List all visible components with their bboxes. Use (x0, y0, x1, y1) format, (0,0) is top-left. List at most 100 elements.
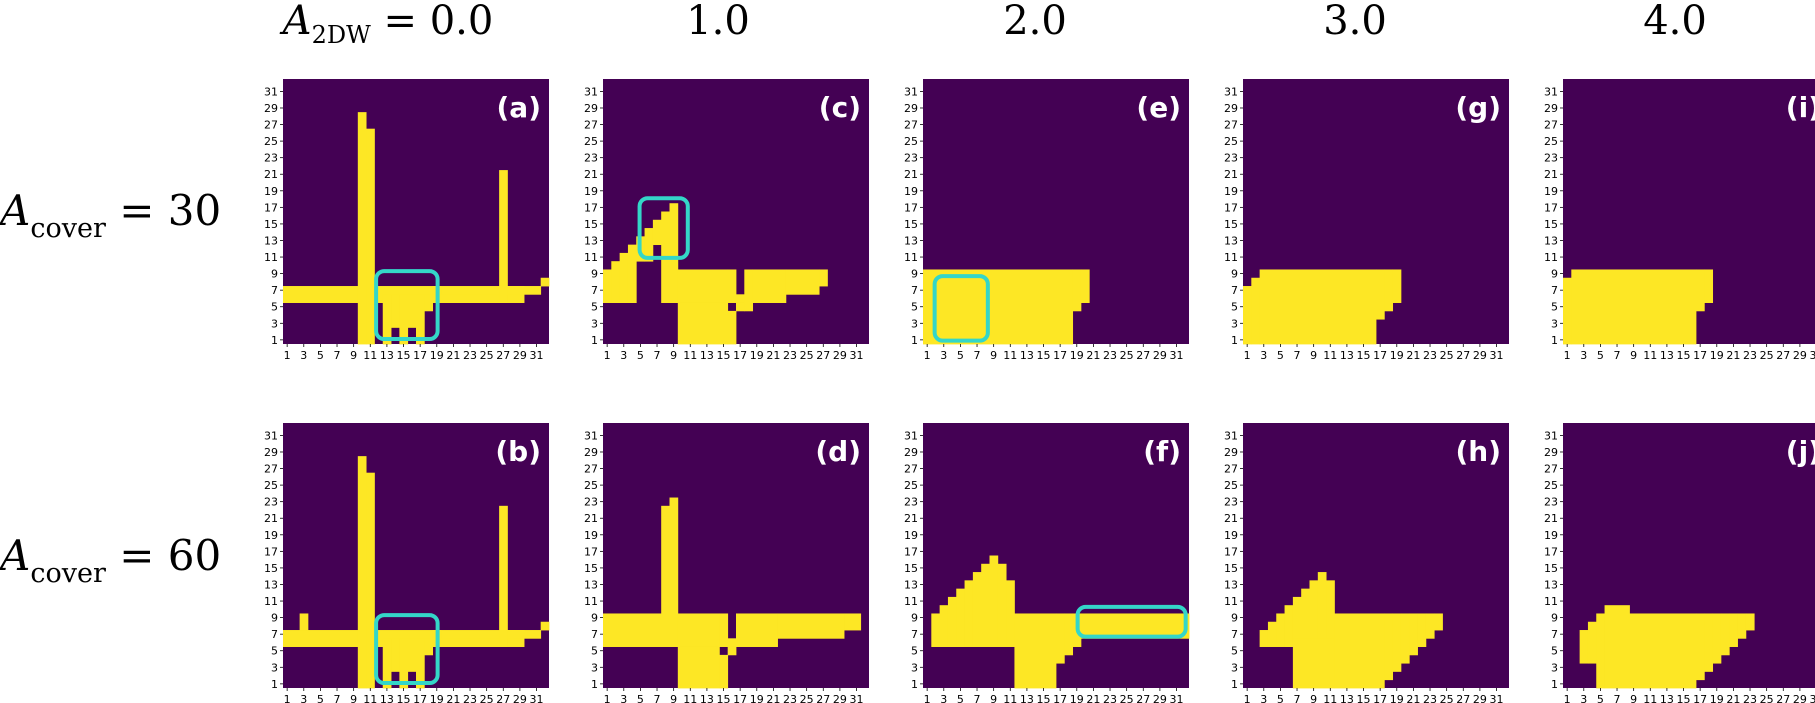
filled-cell-block (819, 269, 828, 287)
y-tick-label: 13 (1224, 234, 1238, 247)
filled-cell-block (540, 621, 550, 631)
x-tick-label: 11 (1323, 349, 1337, 362)
y-tick-label: 27 (904, 463, 918, 476)
filled-cell-block (1563, 277, 1572, 345)
y-tick-label: 15 (1544, 218, 1558, 231)
filled-cell-block (1251, 277, 1261, 345)
row-header-eq: = 30 (106, 186, 221, 235)
x-tick-label: 7 (654, 693, 661, 703)
y-tick-label: 13 (1544, 234, 1558, 247)
x-tick-label: 11 (363, 349, 377, 362)
filled-cell-block (1014, 613, 1057, 689)
y-tick-label: 1 (1231, 678, 1238, 691)
filled-cell-block (416, 638, 425, 689)
filled-cell-block (1292, 596, 1302, 647)
x-tick-label: 1 (284, 693, 291, 703)
y-tick-label: 25 (1224, 479, 1238, 492)
x-tick-label: 15 (1037, 349, 1051, 362)
filled-cell-block (1704, 613, 1714, 672)
x-tick-label: 15 (1357, 693, 1371, 703)
filled-cell-block (777, 613, 845, 639)
y-tick-label: 9 (591, 268, 598, 281)
x-tick-label: 21 (766, 693, 780, 703)
y-tick-label: 17 (1544, 201, 1558, 214)
y-tick-label: 19 (904, 185, 918, 198)
y-tick-label: 3 (591, 317, 598, 330)
filled-cell-block (1720, 613, 1730, 656)
x-tick-label: 15 (397, 693, 411, 703)
x-tick-label: 27 (816, 349, 830, 362)
y-tick-label: 3 (1231, 317, 1238, 330)
y-tick-label: 31 (1544, 85, 1558, 98)
x-tick-label: 7 (974, 693, 981, 703)
filled-cell-block (499, 170, 508, 303)
y-tick-label: 27 (904, 119, 918, 132)
filled-cell-block (719, 613, 729, 647)
y-tick-label: 23 (1544, 496, 1558, 509)
x-tick-label: 11 (1003, 693, 1017, 703)
filled-cell-block (652, 219, 662, 246)
x-tick-label: 15 (1357, 349, 1371, 362)
y-tick-label: 19 (1224, 185, 1238, 198)
y-tick-label: 21 (1224, 168, 1238, 181)
filled-cell-block (972, 572, 982, 647)
x-tick-label: 7 (1614, 349, 1621, 362)
y-tick-label: 13 (584, 234, 598, 247)
y-tick-label: 13 (1544, 578, 1558, 591)
x-tick-label: 29 (1473, 349, 1487, 362)
x-tick-label: 29 (833, 693, 847, 703)
filled-cell-block (1326, 580, 1335, 647)
x-tick-label: 19 (1710, 349, 1724, 362)
x-tick-label: 25 (1120, 693, 1134, 703)
y-tick-label: 31 (584, 85, 598, 98)
filled-cell-block (391, 294, 400, 328)
filled-cell-block (1309, 580, 1319, 647)
panel-label: (j) (1786, 435, 1815, 468)
y-tick-label: 21 (1224, 512, 1238, 525)
x-tick-label: 9 (1630, 693, 1637, 703)
filled-cell-block (1006, 580, 1015, 647)
y-tick-label: 1 (1551, 334, 1558, 347)
x-tick-label: 25 (1760, 693, 1774, 703)
filled-cell-block (923, 269, 1074, 345)
x-tick-label: 13 (1660, 693, 1674, 703)
x-tick-label: 1 (604, 693, 611, 703)
filled-cell-block (540, 277, 550, 287)
x-tick-label: 29 (513, 349, 527, 362)
x-tick-label: 19 (750, 693, 764, 703)
y-tick-label: 7 (271, 628, 278, 641)
filled-cell-block (669, 203, 679, 303)
x-tick-label: 19 (430, 349, 444, 362)
x-tick-label: 3 (300, 349, 307, 362)
y-tick-label: 5 (271, 645, 278, 658)
y-tick-label: 27 (1224, 119, 1238, 132)
x-tick-label: 11 (1643, 693, 1657, 703)
y-tick-label: 31 (1544, 429, 1558, 442)
filled-cell-block (1696, 269, 1705, 312)
y-tick-label: 9 (271, 612, 278, 625)
filled-cell-block (407, 294, 417, 328)
y-tick-label: 3 (911, 317, 918, 330)
y-tick-label: 9 (1231, 612, 1238, 625)
y-tick-label: 29 (264, 446, 278, 459)
x-tick-label: 19 (1390, 349, 1404, 362)
y-tick-label: 13 (904, 234, 918, 247)
filled-cell-block (964, 580, 974, 647)
y-tick-label: 31 (1224, 85, 1238, 98)
panel-label: (h) (1455, 435, 1501, 468)
y-tick-label: 17 (1544, 545, 1558, 558)
panel-label: (b) (495, 435, 541, 468)
y-tick-label: 3 (271, 317, 278, 330)
y-tick-label: 15 (1224, 562, 1238, 575)
y-tick-label: 21 (904, 512, 918, 525)
x-tick-label: 25 (800, 693, 814, 703)
y-tick-label: 15 (584, 562, 598, 575)
x-tick-label: 23 (1743, 349, 1757, 362)
x-tick-label: 9 (990, 693, 997, 703)
x-tick-label: 3 (940, 693, 947, 703)
panel-i: (i)1357911131517192123252729311357911131… (1544, 79, 1815, 362)
filled-cell-block (507, 286, 542, 295)
x-tick-label: 29 (833, 349, 847, 362)
filled-cell-block (1392, 613, 1402, 672)
x-tick-label: 15 (1677, 693, 1691, 703)
